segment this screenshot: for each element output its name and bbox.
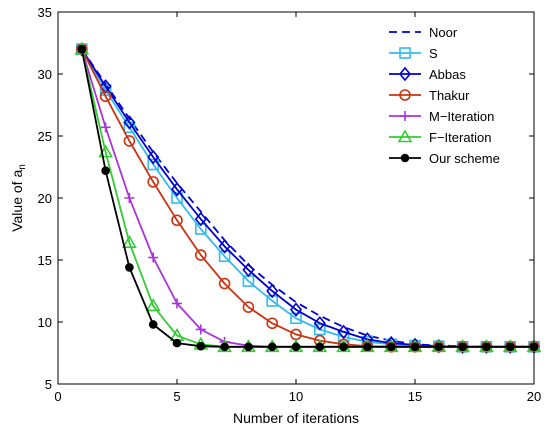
dot-marker xyxy=(505,342,515,352)
legend-label: S xyxy=(429,46,438,61)
dot-marker xyxy=(410,342,420,352)
y-axis-title-subscript: n xyxy=(17,164,28,170)
plus-marker xyxy=(148,252,159,263)
series-7 xyxy=(77,44,539,352)
circle-marker xyxy=(123,135,136,147)
dot-marker xyxy=(220,342,229,352)
dot-marker xyxy=(339,342,348,352)
circle-marker xyxy=(195,249,207,261)
dot-marker xyxy=(400,153,410,163)
diamond-marker xyxy=(313,315,326,331)
diamond-marker xyxy=(337,324,350,340)
dot-marker xyxy=(386,342,396,352)
diamond-marker xyxy=(398,66,412,82)
square-marker xyxy=(399,47,411,59)
y-tick-label: 5 xyxy=(45,377,52,392)
legend-item: F−Iteration xyxy=(389,129,492,145)
y-axis-title: Value of an xyxy=(9,164,28,232)
square-marker xyxy=(313,323,326,336)
y-tick-label: 25 xyxy=(38,129,52,144)
legend-label: Abbas xyxy=(429,67,466,82)
diamond-marker xyxy=(218,239,231,254)
dot-marker xyxy=(196,341,206,351)
plus-marker xyxy=(100,122,111,133)
y-tick-label: 10 xyxy=(38,315,52,330)
circle-marker xyxy=(242,301,255,313)
legend: Noor S Abbas Thakur M−Iteration F−Iteration Ou… xyxy=(383,18,528,173)
legend-label: Our scheme xyxy=(429,151,500,166)
plus-marker xyxy=(172,298,182,309)
x-tick-label: 0 xyxy=(54,389,61,404)
y-tick-label: 35 xyxy=(38,5,52,20)
x-tick-label: 20 xyxy=(527,389,541,404)
dot-marker xyxy=(148,320,158,329)
diamond-marker xyxy=(170,182,184,197)
x-axis-title: Number of iterations xyxy=(233,410,359,426)
diamond-marker xyxy=(289,302,303,317)
circle-marker xyxy=(266,317,279,330)
diamond-marker xyxy=(123,115,136,130)
square-marker xyxy=(171,192,183,204)
square-marker xyxy=(290,312,302,325)
x-tick-label: 15 xyxy=(408,389,422,404)
dot-marker xyxy=(125,263,134,272)
x-tick-label: 10 xyxy=(289,389,303,404)
dot-marker xyxy=(434,342,444,352)
series-layer xyxy=(74,41,542,355)
y-tick-label: 30 xyxy=(38,67,52,82)
legend-item: Our scheme xyxy=(389,151,500,166)
diamond-marker xyxy=(242,262,255,278)
dot-marker xyxy=(458,342,467,352)
circle-marker xyxy=(171,214,183,227)
legend-label: Thakur xyxy=(429,88,470,103)
circle-marker xyxy=(147,176,159,188)
legend-label: F−Iteration xyxy=(429,130,492,145)
plus-marker xyxy=(195,324,206,335)
dot-marker xyxy=(77,44,87,54)
dot-marker xyxy=(315,342,325,352)
y-tick-label: 15 xyxy=(38,253,52,268)
triangle-marker xyxy=(122,235,137,248)
legend-item: M−Iteration xyxy=(389,109,494,124)
dot-marker xyxy=(291,342,301,352)
legend-item: Abbas xyxy=(389,66,466,82)
triangle-marker xyxy=(397,129,413,143)
circle-marker xyxy=(99,90,112,103)
dot-marker xyxy=(363,342,372,352)
y-tick-label: 20 xyxy=(38,191,52,206)
y-axis-title-main: Value of a xyxy=(9,170,25,232)
circle-marker xyxy=(218,277,231,290)
triangle-marker xyxy=(145,298,161,312)
legend-item: Thakur xyxy=(389,88,470,103)
diamond-marker xyxy=(147,149,160,165)
x-tick-label: 5 xyxy=(173,389,180,404)
plus-marker xyxy=(124,193,135,203)
legend-item: S xyxy=(389,46,438,61)
dot-marker xyxy=(172,338,182,348)
legend-label: M−Iteration xyxy=(429,109,494,124)
legend-label: Noor xyxy=(429,25,458,40)
diamond-marker xyxy=(194,211,207,227)
dot-marker xyxy=(244,342,253,352)
circle-marker xyxy=(399,89,411,101)
legend-item: Noor xyxy=(389,25,458,40)
dot-marker xyxy=(267,342,277,352)
diamond-marker xyxy=(266,283,279,299)
diamond-marker xyxy=(99,79,112,94)
dot-marker xyxy=(101,166,110,176)
dot-marker xyxy=(482,342,491,352)
plus-marker xyxy=(400,111,410,121)
